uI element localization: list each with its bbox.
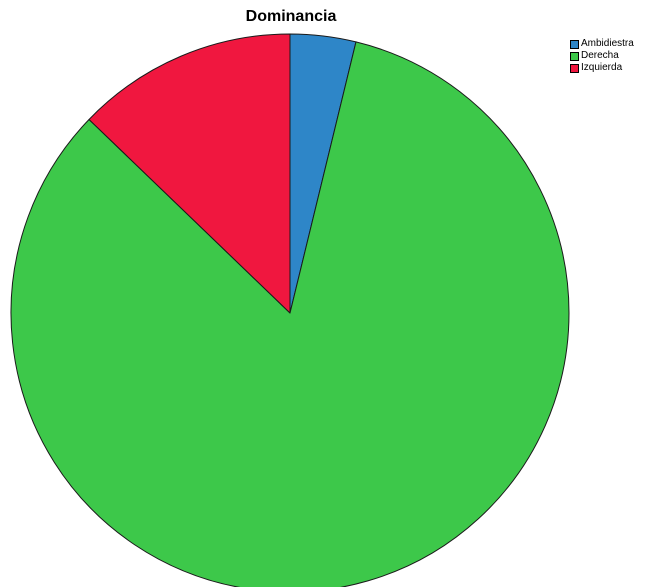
chart-title: Dominancia (245, 8, 337, 25)
legend-label-izquierda: Izquierda (581, 62, 623, 73)
legend-swatch-izquierda (570, 63, 579, 73)
legend-swatch-ambidiestra (570, 39, 579, 49)
pie-slice-izquierda (88, 33, 291, 314)
legend-item-derecha: Derecha (570, 50, 634, 62)
legend-swatch-derecha (570, 51, 579, 61)
legend-item-izquierda: Izquierda (570, 62, 634, 74)
pie-slice-derecha (10, 41, 570, 587)
legend-item-ambidiestra: Ambidiestra (570, 38, 634, 50)
legend-label-ambidiestra: Ambidiestra (581, 38, 634, 49)
pie-slices (10, 33, 570, 587)
legend-label-derecha: Derecha (581, 50, 619, 61)
legend: Ambidiestra Derecha Izquierda (570, 38, 634, 74)
